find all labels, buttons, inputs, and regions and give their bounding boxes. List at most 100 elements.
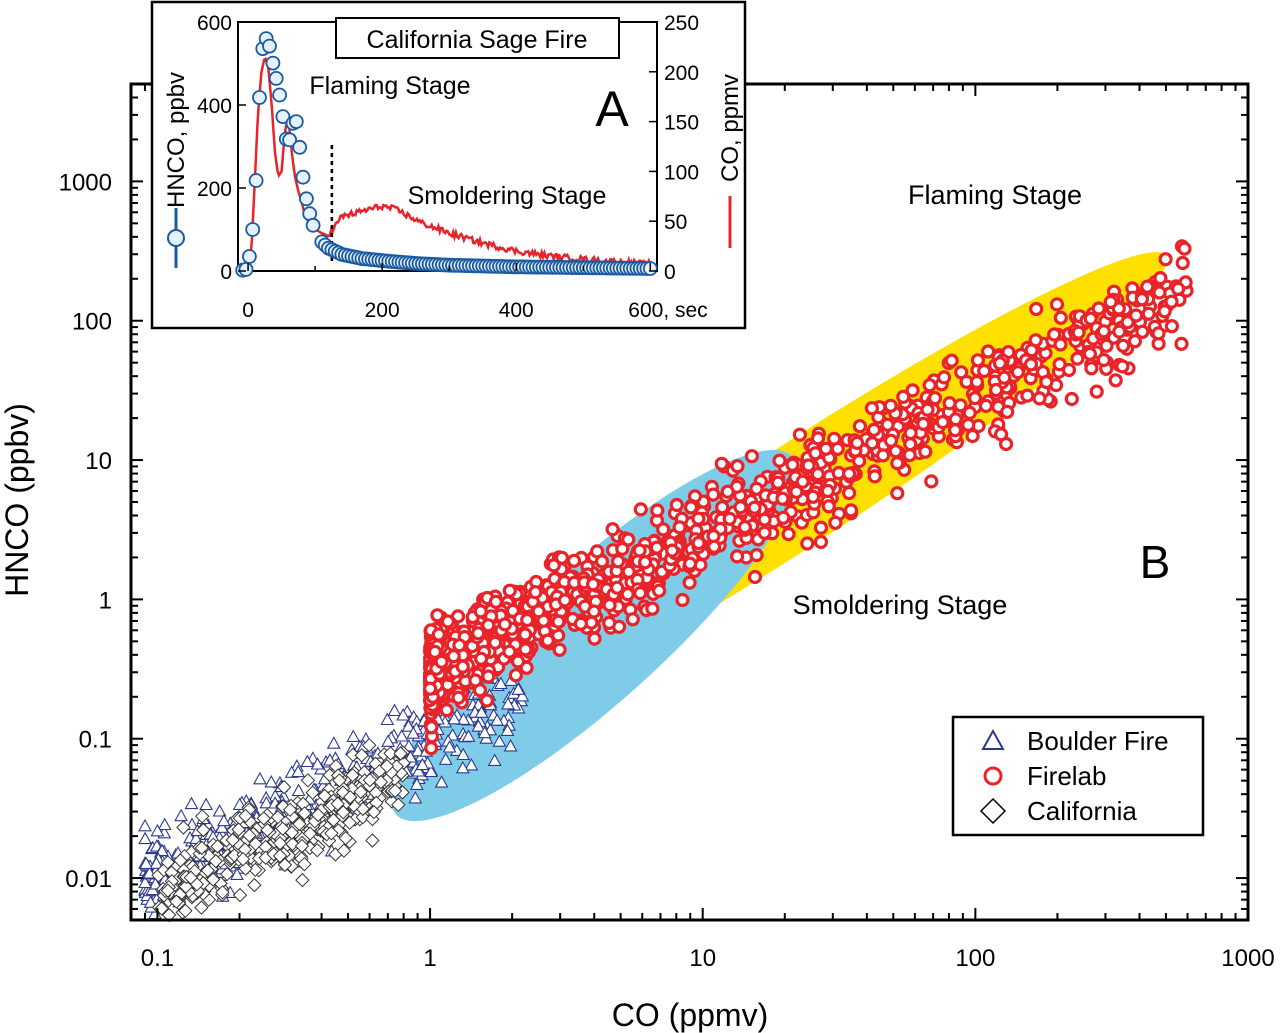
firelab-point: [866, 422, 882, 437]
california-point: [270, 809, 286, 825]
y-axis-label: HNCO (ppbv): [0, 403, 35, 597]
firelab-point: [587, 631, 602, 646]
boulder-fire-point: [401, 719, 416, 732]
boulder-fire-point: [447, 711, 462, 725]
boulder-fire-point: [300, 754, 315, 768]
california-point: [232, 887, 248, 903]
firelab-point: [1103, 294, 1118, 310]
firelab-point: [935, 415, 950, 430]
firelab-point: [479, 693, 495, 708]
firelab-point: [903, 425, 918, 441]
firelab-point: [749, 547, 764, 563]
california-point: [276, 779, 292, 795]
boulder-fire-point: [138, 818, 152, 832]
california-point: [284, 825, 300, 840]
california-point: [302, 826, 318, 841]
boulder-fire-point: [139, 856, 154, 869]
boulder-fire-point: [493, 676, 508, 690]
california-point: [297, 806, 312, 821]
firelab-point: [1157, 304, 1172, 319]
hnco-point: [298, 191, 314, 207]
california-point: [342, 789, 358, 805]
california-point: [345, 767, 360, 783]
california-point: [317, 788, 332, 804]
california-point: [305, 785, 320, 800]
boulder-fire-point: [387, 703, 402, 717]
boulder-fire-point: [461, 729, 476, 742]
california-point: [393, 746, 408, 761]
firelab-point: [1152, 285, 1167, 300]
legend-circle-icon: [983, 766, 1003, 786]
firelab-point: [905, 383, 920, 398]
firelab-point: [1116, 338, 1131, 353]
hnco-point: [265, 55, 281, 71]
firelab-point: [451, 690, 466, 705]
firelab-point: [625, 612, 640, 627]
firelab-point: [747, 569, 763, 585]
california-point: [194, 900, 209, 915]
boulder-fire-point: [138, 875, 153, 889]
california-point: [210, 839, 225, 854]
firelab-point: [602, 615, 617, 631]
firelab-point: [789, 484, 804, 499]
legend-triangle-icon: [981, 728, 1005, 750]
legend-firelab: Firelab: [1027, 761, 1106, 791]
firelab-point: [961, 417, 976, 432]
firelab-point: [969, 374, 985, 390]
firelab-point: [528, 585, 543, 600]
firelab-point: [953, 398, 968, 413]
firelab-point: [936, 370, 952, 385]
firelab-point: [1158, 252, 1173, 267]
firelab-point: [1064, 391, 1079, 407]
california-point: [208, 853, 224, 869]
firelab-point: [474, 651, 489, 666]
california-point: [295, 872, 310, 888]
firelab-point: [890, 456, 905, 471]
boulder-fire-point: [252, 771, 267, 785]
firelab-point: [896, 389, 911, 404]
y-tick-label: 1000: [59, 169, 112, 196]
y-tick-label: 1: [99, 587, 112, 614]
boulder-fire-point: [456, 712, 471, 725]
x-tick-label: 10: [689, 945, 716, 972]
boulder-fire-point: [471, 719, 486, 732]
firelab-point: [585, 577, 601, 592]
inset-right-tick-label: 250: [664, 12, 699, 35]
boulder-fire-point: [501, 696, 515, 710]
firelab-point: [609, 580, 625, 595]
firelab-point: [841, 485, 857, 501]
hnco-point: [295, 169, 311, 185]
x-axis-label: CO (ppmv): [612, 997, 768, 1033]
california-point: [282, 802, 298, 818]
firelab-point: [706, 539, 722, 554]
firelab-point: [424, 720, 439, 735]
california-point: [154, 901, 169, 916]
y-tick-label: 100: [72, 309, 112, 336]
firelab-point: [1135, 324, 1150, 339]
firelab-point: [645, 601, 660, 616]
firelab-point: [970, 353, 986, 368]
boulder-fire-point: [143, 895, 158, 908]
firelab-point: [977, 363, 992, 379]
california-point: [256, 811, 272, 826]
boulder-fire-point: [148, 876, 163, 890]
boulder-fire-point: [442, 740, 457, 753]
firelab-point: [594, 554, 610, 569]
firelab-point: [1032, 391, 1047, 406]
firelab-point: [1112, 324, 1127, 339]
boulder-fire-point: [490, 713, 505, 726]
firelab-point: [775, 491, 790, 506]
california-point: [285, 836, 300, 852]
hnco-point: [245, 222, 261, 237]
boulder-fire-point: [149, 856, 164, 869]
california-point: [272, 848, 288, 864]
firelab-point: [656, 522, 671, 537]
firelab-point: [781, 526, 796, 542]
boulder-fire-point: [406, 726, 421, 739]
firelab-point: [439, 702, 454, 718]
firelab-point: [557, 593, 573, 608]
firelab-point: [1164, 319, 1180, 334]
firelab-point: [993, 427, 1009, 442]
boulder-fire-point: [500, 723, 515, 736]
